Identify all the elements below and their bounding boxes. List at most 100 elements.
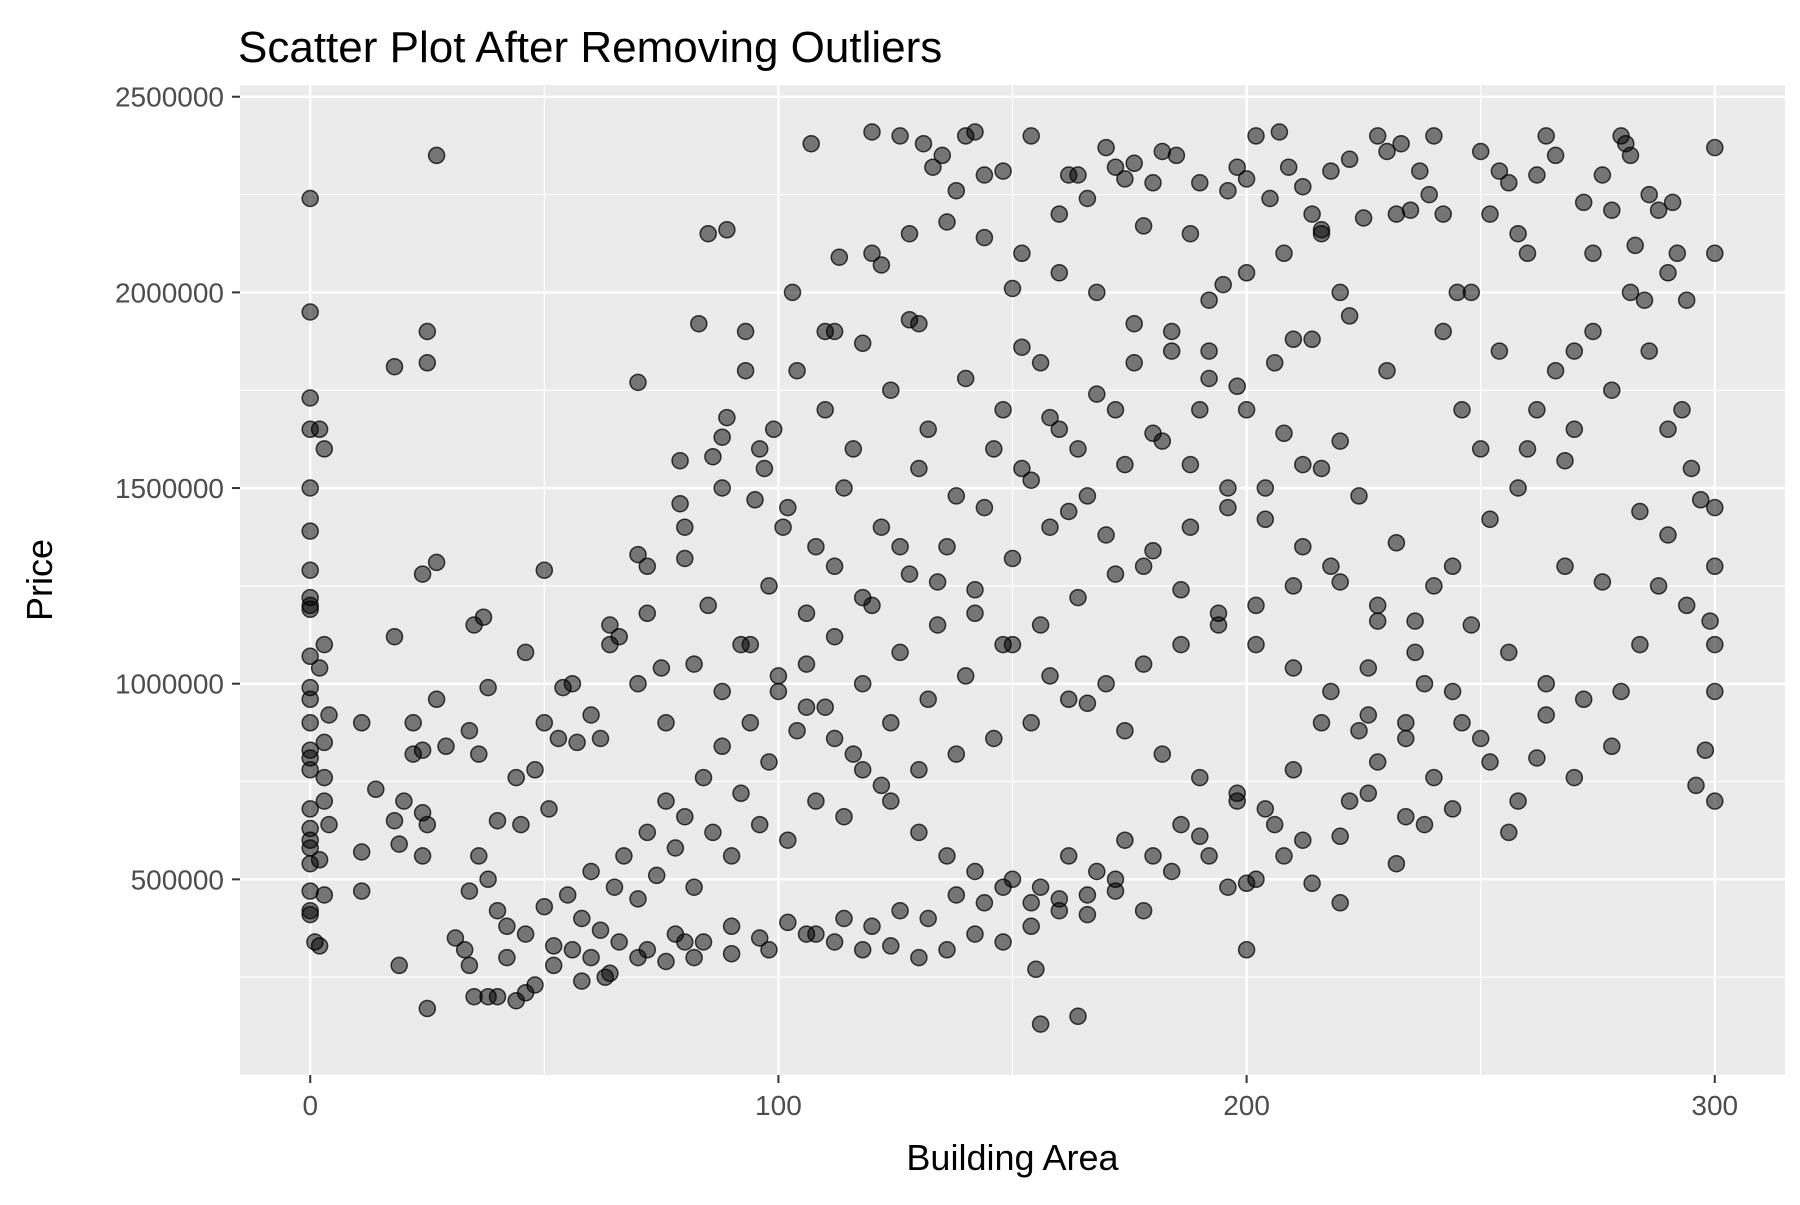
data-point — [1425, 577, 1443, 595]
data-point — [1453, 714, 1471, 732]
data-point — [1663, 193, 1682, 212]
data-point — [1279, 158, 1298, 176]
data-point — [685, 878, 703, 896]
data-point — [1509, 792, 1527, 810]
data-point — [390, 956, 408, 975]
data-point — [676, 518, 694, 536]
data-point — [863, 123, 881, 141]
data-point — [1003, 635, 1022, 654]
data-point — [315, 440, 334, 458]
data-point — [1340, 792, 1359, 810]
data-point — [891, 537, 909, 556]
data-point — [638, 557, 657, 576]
data-point — [736, 361, 755, 380]
data-point — [882, 381, 900, 399]
data-point — [535, 897, 554, 916]
data-point — [910, 761, 928, 779]
data-point — [713, 737, 731, 756]
data-point — [807, 792, 825, 810]
data-point — [882, 937, 900, 955]
data-point — [1209, 604, 1228, 623]
data-point — [966, 925, 984, 943]
data-point — [1200, 291, 1218, 309]
data-point — [1106, 158, 1125, 176]
data-point — [591, 921, 610, 939]
data-point — [315, 635, 334, 654]
data-point — [797, 698, 816, 716]
data-point — [741, 714, 760, 732]
data-point — [427, 690, 446, 709]
data-point — [1668, 244, 1687, 263]
data-point — [825, 627, 844, 646]
data-point — [844, 440, 863, 458]
data-point — [882, 792, 900, 810]
data-point — [1069, 588, 1087, 607]
y-tick-label: 2000000 — [115, 277, 224, 308]
data-point — [1593, 573, 1612, 591]
data-point — [1574, 690, 1593, 709]
data-point — [1284, 761, 1303, 779]
data-point — [582, 862, 600, 881]
data-point — [1041, 408, 1059, 427]
data-point — [310, 420, 329, 439]
data-point — [1462, 616, 1481, 634]
data-point — [1706, 792, 1724, 810]
data-point — [802, 134, 820, 153]
data-point — [1565, 342, 1584, 360]
data-point — [1162, 322, 1181, 341]
data-point — [699, 224, 717, 243]
data-point — [455, 941, 474, 959]
data-point — [853, 761, 872, 779]
data-point — [994, 162, 1012, 180]
x-tick-label: 0 — [302, 1090, 318, 1121]
data-point — [1677, 291, 1696, 309]
data-point — [1471, 729, 1490, 748]
data-point — [301, 761, 319, 779]
data-point — [1059, 502, 1078, 521]
data-point — [718, 221, 736, 239]
data-point — [1368, 612, 1387, 630]
data-point — [544, 956, 563, 975]
data-point — [1167, 146, 1186, 165]
data-point — [1144, 541, 1162, 560]
data-point — [1565, 768, 1584, 787]
data-point — [1116, 831, 1134, 849]
data-point — [966, 604, 984, 623]
data-point — [1256, 800, 1275, 818]
data-point — [835, 807, 853, 826]
data-point — [1631, 502, 1649, 521]
data-point — [1172, 815, 1190, 834]
data-point — [629, 545, 647, 564]
data-point — [1106, 870, 1125, 889]
data-point — [1022, 471, 1040, 489]
data-point — [479, 870, 497, 889]
data-point — [1256, 479, 1275, 497]
data-point — [975, 894, 994, 912]
data-point — [1706, 557, 1724, 576]
data-point — [1022, 894, 1040, 912]
data-point — [933, 146, 952, 165]
data-point — [825, 933, 844, 951]
data-point — [1500, 643, 1518, 662]
data-point — [956, 667, 975, 685]
data-point — [1434, 205, 1452, 223]
data-point — [507, 991, 525, 1010]
data-point — [722, 944, 741, 963]
data-point — [367, 780, 385, 799]
data-point — [352, 843, 371, 861]
data-point — [498, 917, 516, 936]
data-point — [1181, 518, 1200, 536]
data-point — [1275, 424, 1293, 443]
y-tick-label: 1000000 — [115, 669, 224, 700]
data-point — [1537, 127, 1555, 145]
data-point — [352, 882, 371, 900]
data-point — [985, 440, 1003, 458]
data-point — [1612, 682, 1630, 701]
data-point — [1134, 655, 1153, 673]
data-point — [1631, 635, 1649, 654]
data-point — [938, 847, 956, 865]
data-point — [1659, 526, 1677, 544]
data-point — [704, 823, 722, 842]
data-point — [741, 635, 760, 654]
data-point — [853, 588, 872, 607]
